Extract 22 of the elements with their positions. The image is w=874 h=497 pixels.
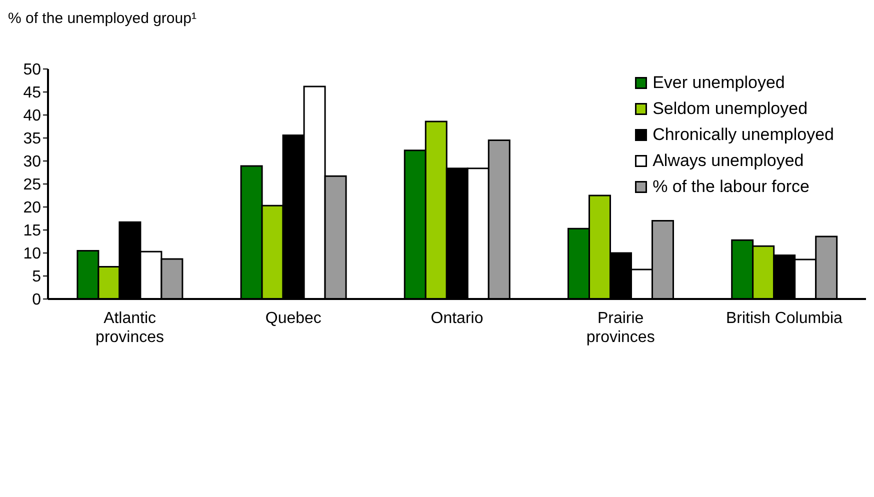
legend-label: % of the labour force [652,177,810,197]
x-tick-label: Prairie provinces [586,310,655,346]
y-tick-label: 15 [23,222,42,240]
y-tick-label: 0 [32,292,42,309]
y-tick-label: 35 [23,130,42,148]
y-tick-label: 50 [23,62,42,79]
y-tick-label: 10 [23,246,42,263]
x-tick-label: British Columbia [726,310,843,327]
legend-label: Ever unemployed [652,73,785,93]
x-tick-label: Quebec [265,310,322,327]
y-tick-label: 40 [23,108,42,125]
legend-label: Always unemployed [652,151,804,171]
y-tick-label: 20 [23,200,42,217]
y-tick-label: 5 [32,268,42,286]
y-tick-label: 30 [23,154,42,171]
x-tick-label: Ontario [430,310,484,327]
y-tick-label: 25 [23,176,42,194]
legend-label: Seldom unemployed [652,99,808,119]
legend-label: Chronically unemployed [652,125,834,145]
y-tick-label: 45 [23,84,42,102]
x-tick-label: Atlantic provinces [96,310,164,346]
y-axis-title: % of the unemployed group¹ [8,10,196,27]
